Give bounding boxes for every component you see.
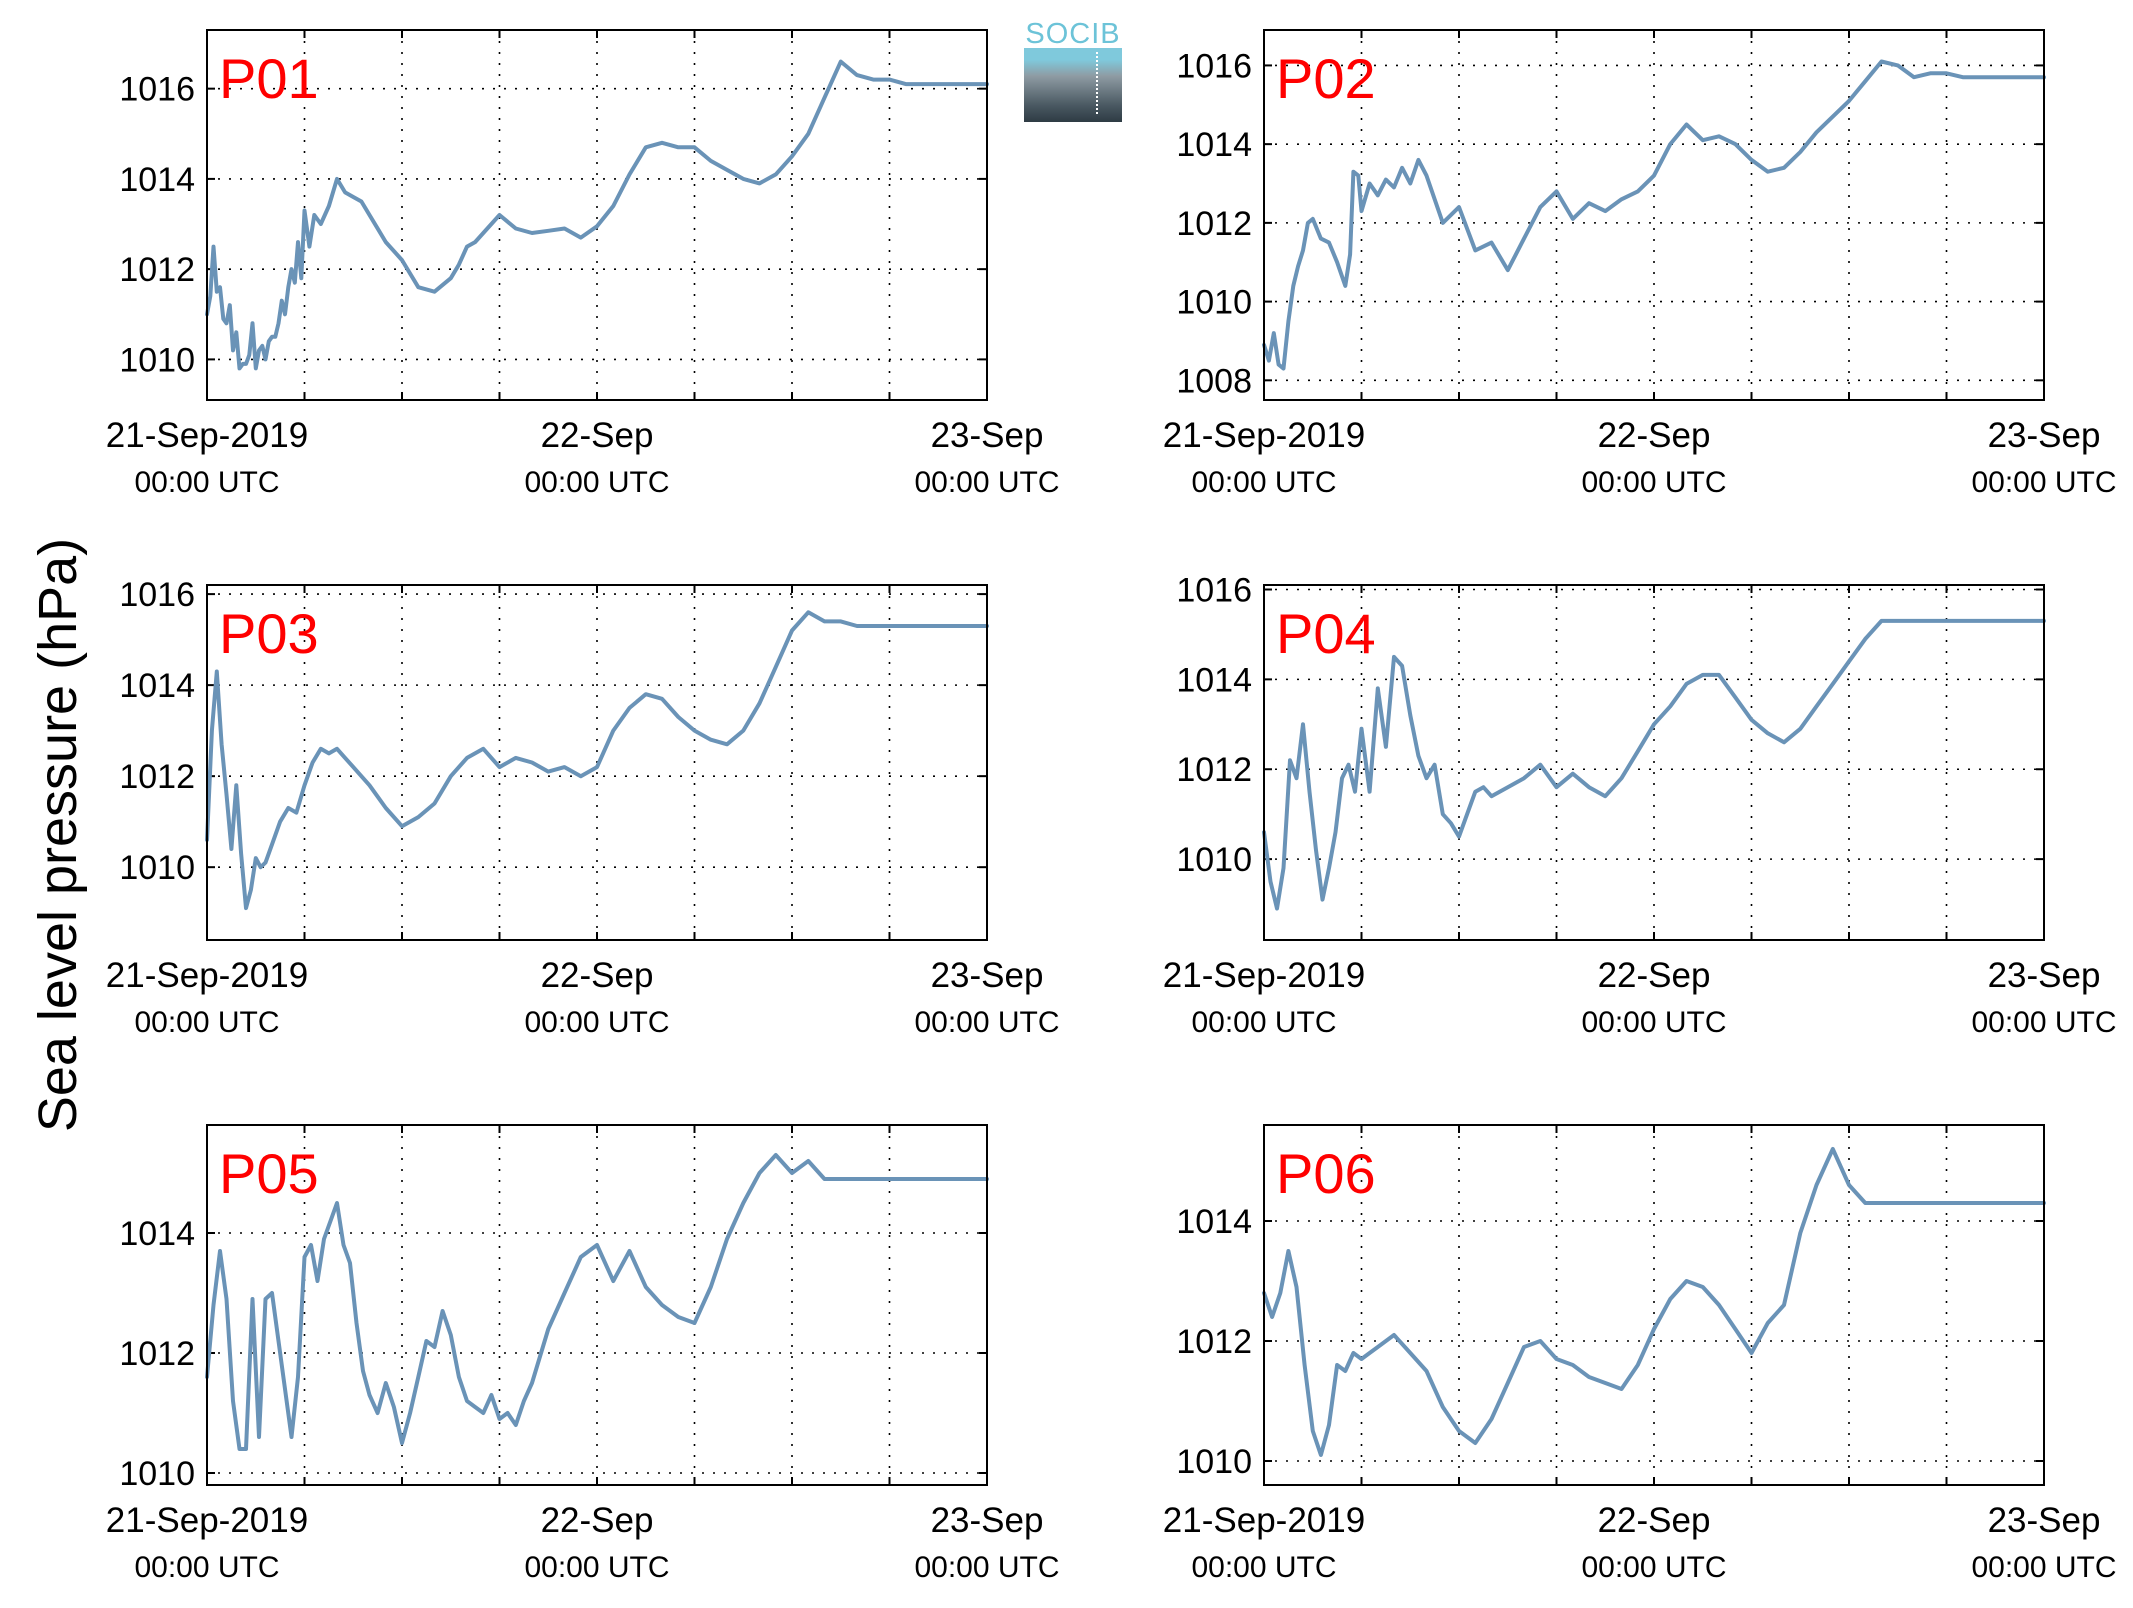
x-tick-sublabel: 00:00 UTC	[1971, 1551, 2116, 1584]
x-tick-label: 23-Sep	[1988, 956, 2101, 995]
series-line-p06	[1262, 1147, 2046, 1457]
y-tick-label: 1008	[1176, 362, 1252, 400]
series-line-p02	[1262, 59, 2046, 371]
x-tick-label: 21-Sep-2019	[1163, 416, 1365, 455]
y-tick-label: 1014	[1176, 1203, 1252, 1241]
y-tick-label: 1012	[119, 758, 195, 796]
plot-frame	[1263, 1124, 2045, 1486]
y-tick-label: 1012	[119, 251, 195, 289]
x-tick-sublabel: 00:00 UTC	[524, 466, 669, 499]
y-tick-label: 1016	[119, 71, 195, 109]
plot-frame	[1263, 584, 2045, 941]
x-tick-sublabel: 00:00 UTC	[524, 1551, 669, 1584]
y-axis-label: Sea level pressure (hPa)	[28, 537, 88, 1133]
station-label: P03	[219, 602, 319, 665]
series-line-p03	[205, 610, 989, 911]
x-tick-sublabel: 00:00 UTC	[524, 1006, 669, 1039]
y-tick-label: 1014	[1176, 661, 1252, 699]
x-tick-sublabel: 00:00 UTC	[134, 466, 279, 499]
logo-text: SOCIB	[1025, 18, 1121, 50]
x-tick-sublabel: 00:00 UTC	[914, 1006, 1059, 1039]
x-tick-label: 21-Sep-2019	[1163, 1501, 1365, 1540]
plot-area	[1264, 1125, 2044, 1485]
x-tick-label: 23-Sep	[931, 956, 1044, 995]
plot-frame	[206, 29, 988, 401]
y-tick-label: 1010	[119, 849, 195, 887]
y-tick-label: 1010	[119, 1455, 195, 1493]
x-tick-sublabel: 00:00 UTC	[1191, 1551, 1336, 1584]
y-tick-label: 1012	[119, 1335, 195, 1373]
y-tick-label: 1012	[1176, 751, 1252, 789]
plot-area	[207, 1125, 987, 1485]
x-tick-label: 22-Sep	[541, 956, 654, 995]
x-tick-label: 22-Sep	[1598, 956, 1711, 995]
x-tick-sublabel: 00:00 UTC	[134, 1551, 279, 1584]
socib-logo: SOCIB	[1022, 18, 1124, 122]
logo-dotted-line	[1096, 52, 1098, 114]
station-label: P04	[1276, 602, 1376, 665]
x-tick-sublabel: 00:00 UTC	[1191, 1006, 1336, 1039]
x-tick-sublabel: 00:00 UTC	[1581, 1551, 1726, 1584]
series-line-p05	[205, 1153, 989, 1451]
x-tick-label: 21-Sep-2019	[106, 416, 308, 455]
plot-frame	[206, 584, 988, 941]
panel-p01: 1010 1012 1014 1016 P01 21-Sep-2019 00:00 UTC 2…	[106, 29, 1060, 499]
x-tick-label: 23-Sep	[931, 416, 1044, 455]
x-tick-label: 22-Sep	[1598, 1501, 1711, 1540]
x-tick-label: 22-Sep	[1598, 416, 1711, 455]
x-tick-label: 22-Sep	[541, 1501, 654, 1540]
series-line-p04	[1262, 618, 2046, 911]
y-tick-label: 1014	[119, 1215, 195, 1253]
panel-p05: 1010 1012 1014 P05 21-Sep-2019 00:00 UTC 22-Se…	[106, 1124, 1060, 1584]
y-tick-label: 1012	[1176, 1323, 1252, 1361]
series-line-p01	[205, 59, 989, 371]
panel-p04: 1010 1012 1014 1016 P04 21-Sep-2019 00:00 UTC 2…	[1163, 571, 2117, 1039]
panel-p06: 1010 1012 1014 P06 21-Sep-2019 00:00 UTC 22-Se…	[1163, 1124, 2117, 1584]
x-tick-sublabel: 00:00 UTC	[914, 466, 1059, 499]
x-tick-label: 22-Sep	[541, 416, 654, 455]
plot-frame	[1263, 29, 2045, 401]
y-tick-label: 1010	[119, 341, 195, 379]
station-label: P01	[219, 47, 319, 110]
x-tick-sublabel: 00:00 UTC	[1971, 466, 2116, 499]
y-tick-label: 1016	[1176, 47, 1252, 85]
x-tick-sublabel: 00:00 UTC	[1971, 1006, 2116, 1039]
y-tick-label: 1012	[1176, 205, 1252, 243]
x-tick-label: 21-Sep-2019	[106, 1501, 308, 1540]
station-label: P06	[1276, 1142, 1376, 1205]
y-tick-label: 1014	[119, 667, 195, 705]
y-tick-label: 1016	[119, 576, 195, 614]
x-tick-sublabel: 00:00 UTC	[134, 1006, 279, 1039]
x-tick-sublabel: 00:00 UTC	[914, 1551, 1059, 1584]
x-tick-label: 21-Sep-2019	[106, 956, 308, 995]
y-tick-label: 1014	[119, 161, 195, 199]
panel-p02: 1008 1010 1012 1014 1016 P02 21-Sep-2019 00:00 …	[1163, 29, 2117, 499]
station-label: P05	[219, 1142, 319, 1205]
y-tick-label: 1010	[1176, 284, 1252, 322]
x-tick-sublabel: 00:00 UTC	[1581, 466, 1726, 499]
x-tick-sublabel: 00:00 UTC	[1581, 1006, 1726, 1039]
x-tick-label: 23-Sep	[1988, 1501, 2101, 1540]
y-tick-label: 1010	[1176, 841, 1252, 879]
logo-graphic	[1024, 48, 1122, 122]
panel-p03: 1010 1012 1014 1016 P03 21-Sep-2019 00:00 UTC 2…	[106, 576, 1060, 1039]
y-tick-label: 1014	[1176, 126, 1252, 164]
plot-frame	[206, 1124, 988, 1486]
x-tick-label: 23-Sep	[1988, 416, 2101, 455]
x-tick-sublabel: 00:00 UTC	[1191, 466, 1336, 499]
station-label: P02	[1276, 47, 1376, 110]
y-tick-label: 1010	[1176, 1443, 1252, 1481]
y-tick-label: 1016	[1176, 571, 1252, 609]
x-tick-label: 23-Sep	[931, 1501, 1044, 1540]
x-tick-label: 21-Sep-2019	[1163, 956, 1365, 995]
